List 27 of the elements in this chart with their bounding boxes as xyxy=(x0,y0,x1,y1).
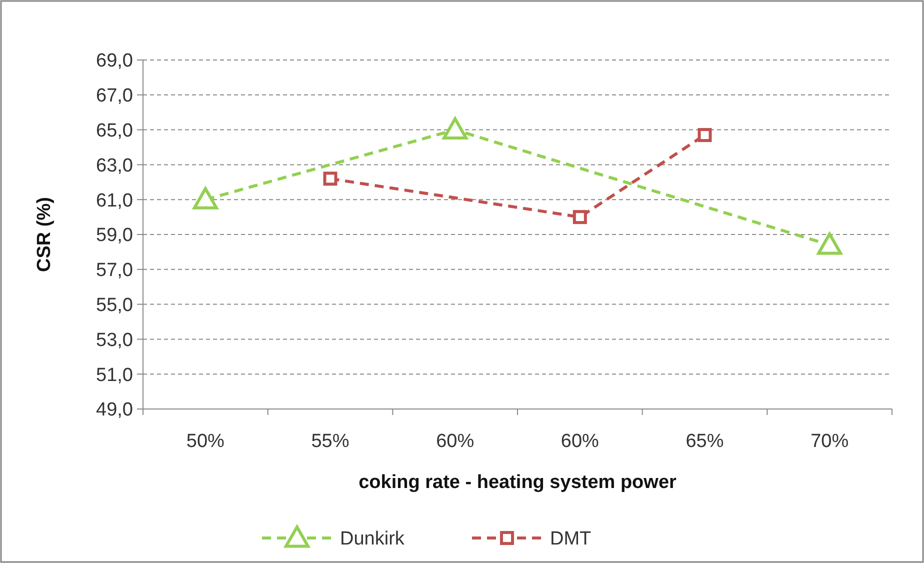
legend-label: Dunkirk xyxy=(340,528,405,550)
x-tick-label: 60% xyxy=(436,431,474,452)
point xyxy=(698,128,712,142)
x-tick-label: 50% xyxy=(186,431,225,452)
y-tick-label: 55,0 xyxy=(96,294,133,316)
y-tick-label: 61,0 xyxy=(96,190,133,212)
x-tick-label: 65% xyxy=(686,431,724,452)
y-tick-label: 49,0 xyxy=(96,400,133,421)
y-tick-label: 63,0 xyxy=(96,155,133,176)
y-tick-label: 69,0 xyxy=(96,50,133,72)
y-tick-label: 57,0 xyxy=(96,260,133,282)
y-axis-title: CSR (%) xyxy=(34,197,55,272)
point xyxy=(572,210,587,224)
x-tick-label: 70% xyxy=(810,431,849,452)
point xyxy=(817,232,842,255)
x-tick-label: 55% xyxy=(311,431,350,452)
y-tick-label: 65,0 xyxy=(96,120,133,142)
point xyxy=(442,117,468,140)
y-tick-label: 51,0 xyxy=(96,364,133,386)
y-tick-label: 53,0 xyxy=(96,330,133,351)
y-tick-label: 59,0 xyxy=(96,225,133,246)
legend-label: DMT xyxy=(550,528,592,550)
x-tick-label: 60% xyxy=(560,431,600,452)
x-axis-title: coking rate - heating system power xyxy=(358,472,678,493)
point xyxy=(192,187,218,210)
y-tick-label: 67,0 xyxy=(96,86,133,107)
point xyxy=(323,172,338,186)
